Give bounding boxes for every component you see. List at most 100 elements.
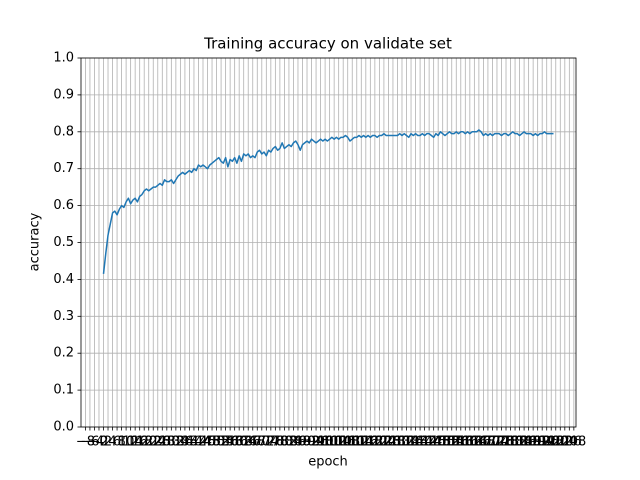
x-tick-label: 46 xyxy=(199,435,216,450)
x-tick-label: 166 xyxy=(466,435,491,450)
x-tick-label: 16 xyxy=(131,435,148,450)
x-tick-label: 82 xyxy=(281,435,298,450)
x-tick-label: 128 xyxy=(381,435,406,450)
x-tick-label: 104 xyxy=(326,435,351,450)
x-tick-label: 44 xyxy=(195,435,212,450)
x-tick-label: 178 xyxy=(494,435,519,450)
y-tick-label: 0.7 xyxy=(53,161,74,176)
x-tick-label: 196 xyxy=(534,435,559,450)
x-tick-label: 174 xyxy=(485,435,510,450)
y-tick-label: 0.0 xyxy=(53,420,74,435)
x-tick-label: 98 xyxy=(317,435,334,450)
y-tick-label: 0.9 xyxy=(53,87,74,102)
x-tick-label: 52 xyxy=(213,435,230,450)
x-tick-label: 146 xyxy=(421,435,446,450)
x-tick-label: 78 xyxy=(272,435,289,450)
x-tick-label: 190 xyxy=(521,435,546,450)
x-tick-label: 158 xyxy=(448,435,473,450)
x-tick-label: 80 xyxy=(276,435,293,450)
x-tick-label: 122 xyxy=(367,435,392,450)
x-tick-label: 32 xyxy=(168,435,185,450)
x-tick-label: 124 xyxy=(371,435,396,450)
x-tick-label: 72 xyxy=(258,435,275,450)
y-tick-label: 0.6 xyxy=(53,198,74,213)
x-tick-label: 96 xyxy=(312,435,329,450)
x-tick-label: 198 xyxy=(539,435,564,450)
x-tick-label: 50 xyxy=(208,435,225,450)
x-tick-label: 162 xyxy=(457,435,482,450)
x-tick-label: 106 xyxy=(331,435,356,450)
x-tick-label: 148 xyxy=(426,435,451,450)
x-tick-label: 24 xyxy=(149,435,166,450)
x-tick-label: 172 xyxy=(480,435,505,450)
y-axis-label: accuracy xyxy=(28,212,43,271)
x-tick-label: 130 xyxy=(385,435,410,450)
x-tick-label: −2 xyxy=(89,435,108,450)
x-tick-label: 62 xyxy=(235,435,252,450)
x-tick-label: 66 xyxy=(244,435,261,450)
x-tick-label: 4 xyxy=(108,435,116,450)
x-tick-label: 154 xyxy=(439,435,464,450)
x-tick-label: 134 xyxy=(394,435,419,450)
x-tick-label: 88 xyxy=(294,435,311,450)
x-tick-label: 6 xyxy=(113,435,121,450)
x-tick-label: 120 xyxy=(362,435,387,450)
x-tick-label: 110 xyxy=(340,435,365,450)
x-tick-label: 56 xyxy=(222,435,239,450)
x-tick-label: 60 xyxy=(231,435,248,450)
x-tick-label: 26 xyxy=(154,435,171,450)
x-tick-label: 168 xyxy=(471,435,496,450)
x-tick-label: 116 xyxy=(353,435,378,450)
x-tick-label: 156 xyxy=(444,435,469,450)
x-tick-label: 186 xyxy=(512,435,537,450)
x-tick-label: 30 xyxy=(163,435,180,450)
x-tick-label: 108 xyxy=(335,435,360,450)
x-tick-label: 18 xyxy=(136,435,153,450)
data-line xyxy=(102,129,554,274)
x-tick-label: 38 xyxy=(181,435,198,450)
x-tick-label: −8 xyxy=(76,435,95,450)
x-tick-label: 144 xyxy=(417,435,442,450)
x-tick-label: 58 xyxy=(226,435,243,450)
x-tick-label: 36 xyxy=(177,435,194,450)
x-tick-label: 54 xyxy=(217,435,234,450)
x-tick-label: 68 xyxy=(249,435,266,450)
y-tick-label: 0.8 xyxy=(53,124,74,139)
y-tick-label: 0.3 xyxy=(53,309,74,324)
x-tick-label: 76 xyxy=(267,435,284,450)
x-tick-label: 102 xyxy=(322,435,347,450)
x-tick-label: 74 xyxy=(263,435,280,450)
x-tick-label: 208 xyxy=(561,435,586,450)
x-tick-label: 152 xyxy=(435,435,460,450)
x-tick-label: 70 xyxy=(254,435,271,450)
x-tick-label: 136 xyxy=(399,435,424,450)
x-tick-label: 20 xyxy=(140,435,157,450)
x-tick-label: 176 xyxy=(489,435,514,450)
x-tick-label: 118 xyxy=(358,435,383,450)
x-tick-label: 28 xyxy=(159,435,176,450)
x-tick-label: −6 xyxy=(80,435,99,450)
x-tick-label: 94 xyxy=(308,435,325,450)
x-tick-label: 138 xyxy=(403,435,428,450)
x-tick-label: 200 xyxy=(543,435,568,450)
x-tick-label: 202 xyxy=(548,435,573,450)
x-tick-label: 184 xyxy=(507,435,532,450)
x-tick-label: 140 xyxy=(408,435,433,450)
plot-frame xyxy=(80,57,577,428)
x-tick-label: 206 xyxy=(557,435,582,450)
y-tick-label: 0.4 xyxy=(53,272,74,287)
x-tick-label: 14 xyxy=(127,435,144,450)
x-tick-label: 8 xyxy=(117,435,125,450)
x-tick-label: 84 xyxy=(285,435,302,450)
x-tick-label: 132 xyxy=(390,435,415,450)
x-tick-label: 164 xyxy=(462,435,487,450)
x-tick-label: 188 xyxy=(516,435,541,450)
x-tick-label: 90 xyxy=(299,435,316,450)
x-tick-label: 182 xyxy=(503,435,528,450)
x-tick-label: 40 xyxy=(186,435,203,450)
x-tick-label: 10 xyxy=(118,435,135,450)
x-tick-label: 204 xyxy=(552,435,577,450)
x-tick-label: 114 xyxy=(349,435,374,450)
x-tick-label: 192 xyxy=(525,435,550,450)
x-tick-label: 100 xyxy=(317,435,342,450)
